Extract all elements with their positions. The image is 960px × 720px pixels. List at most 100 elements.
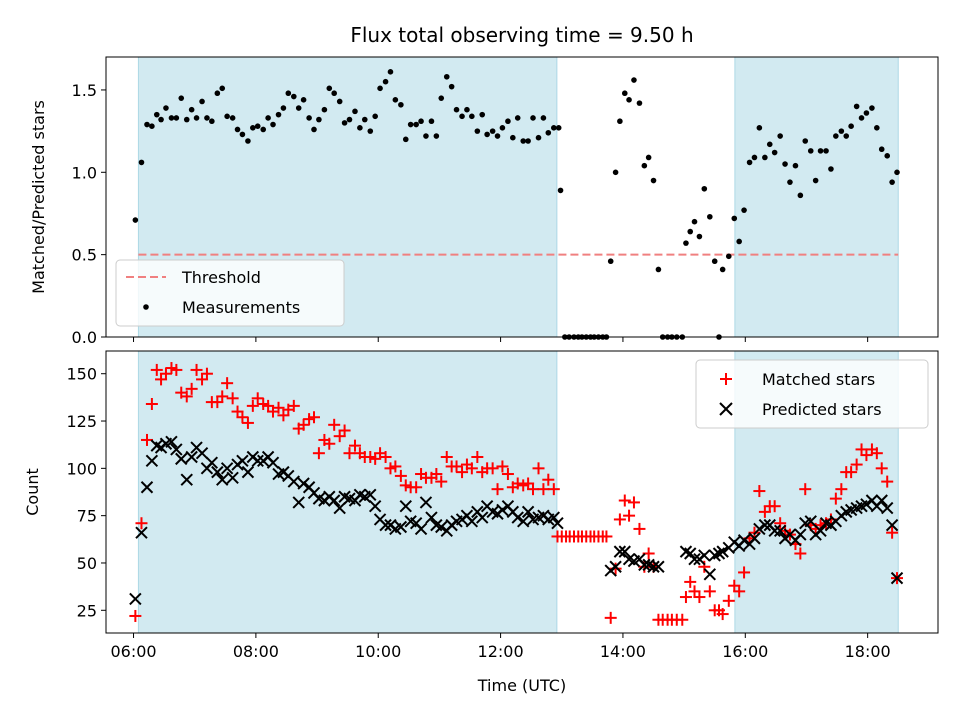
measurement-point <box>291 93 297 100</box>
measurement-point <box>641 162 648 169</box>
measurement-point <box>193 115 200 121</box>
measurement-point <box>204 115 210 121</box>
measurement-point <box>316 116 322 123</box>
count-y-axis-label: Count <box>23 468 42 516</box>
predicted-star-point <box>618 545 631 558</box>
matched-star-point <box>860 449 873 462</box>
predicted-star-point <box>297 477 310 490</box>
measurement-point <box>823 148 829 154</box>
measurement-point <box>607 258 614 265</box>
measurement-point <box>520 138 527 144</box>
y-tick-label: 0.0 <box>72 328 97 347</box>
measurement-point <box>746 159 753 166</box>
predicted-star-point <box>652 560 665 573</box>
measurement-point <box>489 128 496 134</box>
matched-star-point <box>140 433 153 446</box>
predicted-star-point <box>292 496 305 509</box>
matched-legend-label: Matched stars <box>762 370 875 389</box>
measurement-point <box>771 149 778 156</box>
measurement-point <box>719 266 726 273</box>
predicted-star-point <box>165 435 178 449</box>
measurement-point <box>254 123 261 129</box>
matched-star-point <box>600 530 613 543</box>
predicted-star-point <box>716 545 729 558</box>
measurement-point <box>188 106 195 113</box>
matched-legend-swatch <box>720 373 732 385</box>
measurement-point <box>711 258 718 265</box>
measurement-point <box>443 73 450 80</box>
matched-star-point <box>338 424 351 437</box>
matched-star-point <box>613 513 626 526</box>
measurement-point <box>782 161 788 167</box>
measurement-point <box>696 233 703 240</box>
matched-star-point <box>684 575 697 588</box>
measurement-point <box>352 108 358 115</box>
count-legend: Matched stars Predicted stars <box>695 359 929 429</box>
measurement-point <box>484 131 490 138</box>
predicted-star-point <box>195 446 209 460</box>
matched-star-point <box>379 450 392 463</box>
matched-star-point <box>627 496 640 509</box>
measurement-point <box>265 115 271 121</box>
matched-star-point <box>693 591 706 604</box>
measurement-point <box>306 115 312 121</box>
matched-star-point <box>875 462 888 475</box>
y-tick-label: 100 <box>66 459 97 478</box>
measurement-point <box>863 110 870 116</box>
matched-star-point <box>450 460 463 473</box>
measurement-point <box>707 213 713 220</box>
measurement-point <box>423 133 429 139</box>
predicted-star-point <box>511 511 524 524</box>
measurement-point <box>234 126 241 133</box>
matched-star-point <box>774 517 787 530</box>
predicted-star-point <box>638 558 651 572</box>
matched-star-point <box>604 611 617 624</box>
measurement-point <box>530 115 536 121</box>
measurement-point <box>239 131 246 138</box>
measurement-point <box>214 90 221 97</box>
measurement-point <box>545 129 552 136</box>
predicted-star-point <box>175 452 188 466</box>
measurement-point <box>168 115 175 121</box>
predicted-star-point <box>547 511 561 524</box>
measurement-point <box>149 123 155 129</box>
measurement-point <box>428 118 435 125</box>
matched-star-point <box>297 418 310 431</box>
predicted-star-point <box>399 499 412 513</box>
matched-star-point <box>547 483 560 496</box>
measurement-point <box>361 116 368 123</box>
matched-star-point <box>135 517 148 530</box>
matched-star-point <box>633 522 646 535</box>
measurement-point <box>535 134 542 141</box>
predicted-star-point <box>748 532 761 545</box>
predicted-star-point <box>712 547 726 560</box>
measurement-point <box>551 125 557 131</box>
measurement-point <box>756 125 763 131</box>
predicted-star-point <box>185 450 198 464</box>
predicted-star-point <box>476 511 489 524</box>
matched-star-point <box>532 462 545 475</box>
predicted-star-point <box>794 528 807 541</box>
y-tick-label: 150 <box>66 365 97 384</box>
predicted-star-point <box>287 475 301 488</box>
measurement-point <box>459 113 465 120</box>
matched-star-point <box>308 411 320 424</box>
matched-star-point <box>835 483 848 496</box>
predicted-star-point <box>609 560 622 573</box>
measurement-point <box>438 95 445 101</box>
predicted-star-point <box>368 499 382 513</box>
measurement-point <box>878 146 885 153</box>
matched-star-point <box>410 481 423 494</box>
measurement-point <box>612 169 619 176</box>
measurement-point <box>514 115 521 121</box>
x-tick-label: 12:00 <box>478 642 524 661</box>
measurement-point <box>802 138 809 144</box>
matched-star-point <box>170 363 183 376</box>
measurement-point <box>331 90 337 97</box>
measurement-point <box>833 133 839 139</box>
predicted-star-point <box>170 443 183 456</box>
matched-star-point <box>348 439 361 452</box>
predicted-star-point <box>180 473 193 486</box>
ratio-y-axis-label: Matched/Predicted stars <box>29 100 48 294</box>
matched-star-point <box>312 447 325 460</box>
